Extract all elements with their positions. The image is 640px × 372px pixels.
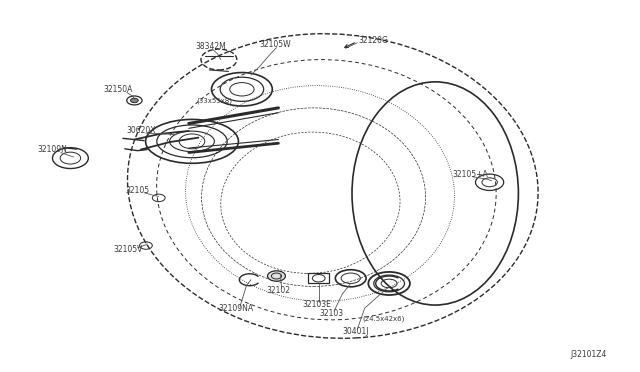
Text: 32105W: 32105W xyxy=(259,40,291,49)
Text: 32150A: 32150A xyxy=(104,85,133,94)
Text: 32105V: 32105V xyxy=(113,246,143,254)
Text: 30401J: 30401J xyxy=(342,327,369,336)
Circle shape xyxy=(131,98,138,103)
Text: (33x55x8): (33x55x8) xyxy=(196,98,232,105)
Text: 32109NA: 32109NA xyxy=(218,304,253,313)
Text: 32120G: 32120G xyxy=(358,36,388,45)
Text: 32103: 32103 xyxy=(319,309,344,318)
Text: 32103E: 32103E xyxy=(302,300,332,309)
Text: 32102: 32102 xyxy=(266,286,291,295)
Text: 38342M: 38342M xyxy=(196,42,227,51)
Text: 32105+A: 32105+A xyxy=(452,170,488,179)
Bar xyxy=(308,273,329,283)
Text: 32105: 32105 xyxy=(125,186,150,195)
Text: J32101Z4: J32101Z4 xyxy=(571,350,607,359)
Text: 32109N: 32109N xyxy=(38,145,67,154)
Text: 30620X: 30620X xyxy=(126,126,156,135)
Text: (24.5x42x6): (24.5x42x6) xyxy=(363,316,405,323)
Circle shape xyxy=(268,271,285,281)
